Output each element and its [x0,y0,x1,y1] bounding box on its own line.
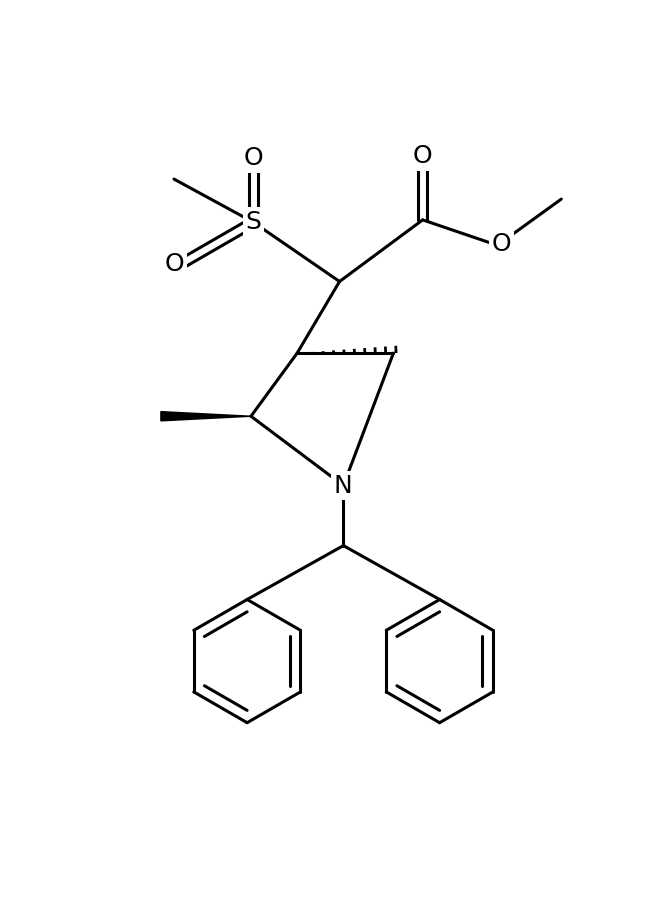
Text: O: O [413,144,433,168]
Text: O: O [491,232,511,256]
Text: O: O [243,146,263,170]
Text: N: N [334,474,352,498]
Polygon shape [161,411,251,421]
Text: S: S [245,210,261,235]
Text: O: O [165,252,184,276]
